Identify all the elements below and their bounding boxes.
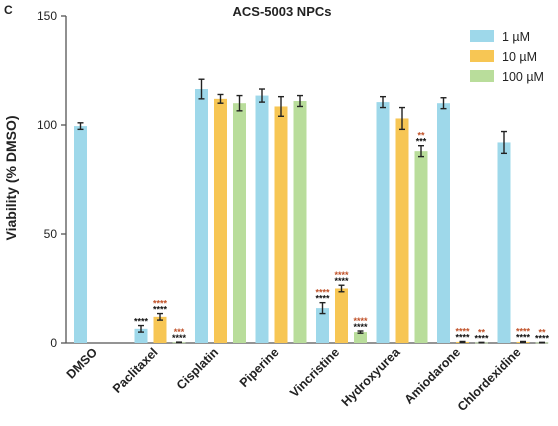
category-label: Chlordexidine [455, 345, 524, 414]
significance-marker-red: **** [153, 299, 168, 309]
category-label: Amiodarone [402, 345, 463, 406]
significance-marker-red: **** [334, 270, 349, 280]
category-label: Cisplatin [174, 345, 221, 392]
bar [134, 328, 148, 343]
significance-marker: **** [315, 294, 330, 304]
bar [233, 103, 246, 343]
bar [335, 288, 348, 343]
significance-marker-red: ** [417, 131, 425, 141]
category-label: Piperine [237, 345, 282, 390]
bar [437, 103, 450, 343]
significance-marker-red: **** [516, 326, 531, 336]
significance-marker: **** [455, 332, 470, 342]
significance-marker: **** [334, 276, 349, 286]
significance-marker-red: **** [353, 316, 368, 326]
legend-label: 100 µM [502, 70, 544, 84]
legend: 1 µM 10 µM 100 µM [470, 30, 544, 84]
legend-swatch [470, 30, 494, 42]
significance-marker: **** [353, 322, 368, 332]
significance-marker: **** [172, 333, 187, 343]
bar [74, 126, 87, 343]
significance-marker-red: ** [478, 327, 486, 337]
category-label: Paclitaxel [110, 345, 161, 396]
significance-marker: **** [474, 333, 489, 343]
bar [195, 89, 208, 343]
significance-marker-red: **** [315, 288, 330, 298]
legend-label: 1 µM [502, 30, 530, 44]
y-tick-label: 50 [44, 227, 58, 241]
panel-label: C [4, 3, 13, 17]
bar [214, 98, 227, 343]
bar [255, 95, 269, 343]
bar [376, 102, 390, 343]
y-tick-label: 0 [50, 336, 57, 350]
bar [354, 332, 367, 343]
significance-marker: **** [134, 317, 149, 327]
category-label: Hydroxyurea [339, 344, 404, 409]
significance-marker-red: **** [455, 326, 470, 336]
significance-marker-red: ** [538, 327, 546, 337]
bars: ****************************************… [74, 78, 550, 344]
bar [316, 308, 329, 343]
bar [293, 101, 307, 344]
category-labels: DMSO Paclitaxel Cisplatin Piperine Vincristi… [64, 344, 524, 414]
legend-swatch [470, 50, 494, 62]
y-tick-label: 100 [37, 118, 57, 132]
significance-marker: **** [516, 332, 531, 342]
bar [497, 142, 511, 343]
bar [274, 106, 288, 343]
chart-title: ACS-5003 NPCs [233, 4, 332, 19]
bar [153, 316, 167, 343]
bar [414, 151, 428, 343]
significance-marker: **** [153, 305, 168, 315]
y-tick-label: 150 [37, 9, 57, 23]
significance-marker: *** [416, 137, 427, 147]
legend-swatch [470, 70, 494, 82]
category-label: Vincristine [287, 345, 342, 400]
significance-marker: **** [535, 333, 550, 343]
y-axis-label: Viability (% DMSO) [3, 116, 19, 241]
legend-label: 10 µM [502, 50, 537, 64]
y-ticks: 0 50 100 150 [37, 9, 66, 350]
bar [395, 118, 409, 344]
significance-marker-red: *** [174, 327, 185, 337]
category-label: DMSO [64, 345, 101, 382]
